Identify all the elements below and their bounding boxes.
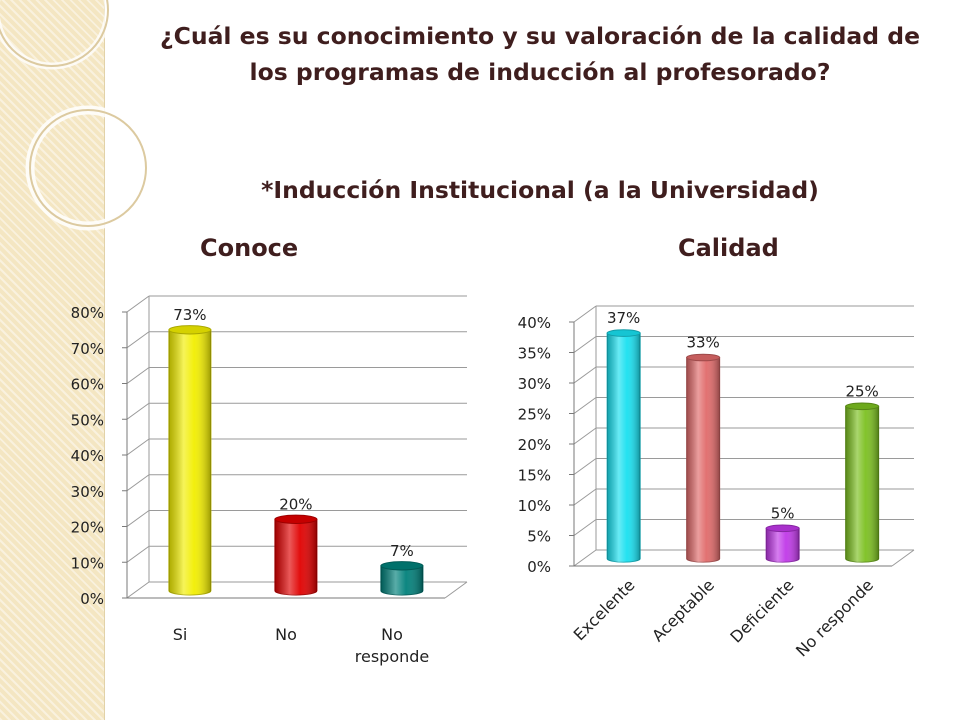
bar-1-shading	[686, 357, 720, 563]
y-tick-label: 15%	[518, 467, 551, 485]
gridline-depth	[126, 474, 150, 492]
gridline-depth	[573, 549, 597, 567]
decorative-circles	[0, 0, 151, 231]
y-tick-label: 0%	[527, 558, 551, 576]
y-tick-label: 20%	[71, 519, 104, 537]
bar-2-shading	[766, 528, 800, 563]
gridline-depth	[126, 295, 150, 313]
gridline-depth	[126, 402, 150, 420]
bar-3-shading	[845, 406, 879, 563]
bar-2-top	[380, 561, 424, 571]
data-label: 73%	[173, 306, 206, 324]
data-label: 33%	[686, 334, 719, 352]
y-tick-label: 80%	[71, 304, 104, 322]
slide-subtitle: *Inducción Institucional (a la Universid…	[261, 176, 819, 204]
bar-3-top	[845, 402, 880, 411]
data-label: 7%	[390, 542, 414, 560]
gridline-depth	[573, 488, 597, 506]
bar-1-shading	[274, 519, 317, 595]
x-tick-label: No responde	[792, 575, 877, 660]
bar-2-top	[765, 524, 800, 533]
x-tick-label: Excelente	[570, 575, 639, 644]
gridline-depth	[573, 366, 597, 384]
chart-calidad: 0% 5% 10% 15% 20% 25% 30% 35% 40% 37% Excelente 33%…	[518, 305, 915, 660]
chart-title-calidad: Calidad	[678, 234, 779, 262]
gridline-depth	[573, 458, 597, 475]
x-tick-label: Aceptable	[648, 575, 718, 645]
chart-title-conoce: Conoce	[200, 234, 299, 262]
floor-side-edge	[891, 549, 915, 567]
y-tick-label: 40%	[71, 447, 104, 465]
gridline-depth	[126, 331, 150, 349]
y-tick-label: 35%	[518, 345, 551, 363]
y-tick-label: 30%	[518, 375, 551, 393]
gridline-depth	[573, 305, 597, 323]
data-label: 25%	[845, 382, 878, 400]
floor-side-edge	[444, 581, 468, 599]
y-tick-label: 25%	[518, 406, 551, 424]
gridline-depth	[573, 519, 597, 536]
y-tick-label: 50%	[71, 411, 104, 429]
y-tick-label: 5%	[527, 528, 551, 546]
bar-0-top	[606, 329, 641, 337]
y-tick-label: 70%	[71, 340, 104, 358]
x-tick-label: No responde	[355, 625, 430, 666]
data-label: 20%	[279, 495, 312, 513]
gridline-depth	[126, 438, 150, 456]
y-tick-label: 10%	[71, 554, 104, 572]
y-tick-label: 60%	[71, 376, 104, 394]
x-tick-label: No	[275, 625, 297, 644]
gridline-depth	[126, 545, 150, 563]
y-tick-label: 10%	[518, 497, 551, 515]
gridline-depth	[573, 397, 597, 414]
y-tick-label: 20%	[518, 436, 551, 454]
gridline-depth	[126, 367, 150, 384]
bar-0-shading	[168, 329, 211, 595]
bar-2-shading	[380, 565, 423, 595]
gridline-depth	[573, 336, 597, 353]
x-tick-label: Deficiente	[726, 575, 797, 646]
slide-title: ¿Cuál es su conocimiento y su valoración…	[159, 22, 921, 86]
y-tick-label: 0%	[80, 590, 104, 608]
bar-1-top	[274, 514, 318, 524]
y-tick-label: 40%	[518, 314, 551, 332]
x-tick-label: Si	[173, 625, 188, 644]
gridline-depth	[126, 581, 150, 599]
data-label: 37%	[607, 309, 640, 327]
bar-1-top	[686, 353, 721, 362]
y-tick-label: 30%	[71, 483, 104, 501]
gridline-depth	[573, 427, 597, 445]
chart-conoce: 0% 10% 20% 30% 40% 50% 60% 70% 80% 73% Si 20% No 7% No…	[71, 295, 468, 666]
bar-0-shading	[607, 333, 641, 563]
bar-0-top	[168, 325, 212, 335]
data-label: 5%	[771, 504, 795, 522]
gridline-depth	[126, 510, 150, 527]
